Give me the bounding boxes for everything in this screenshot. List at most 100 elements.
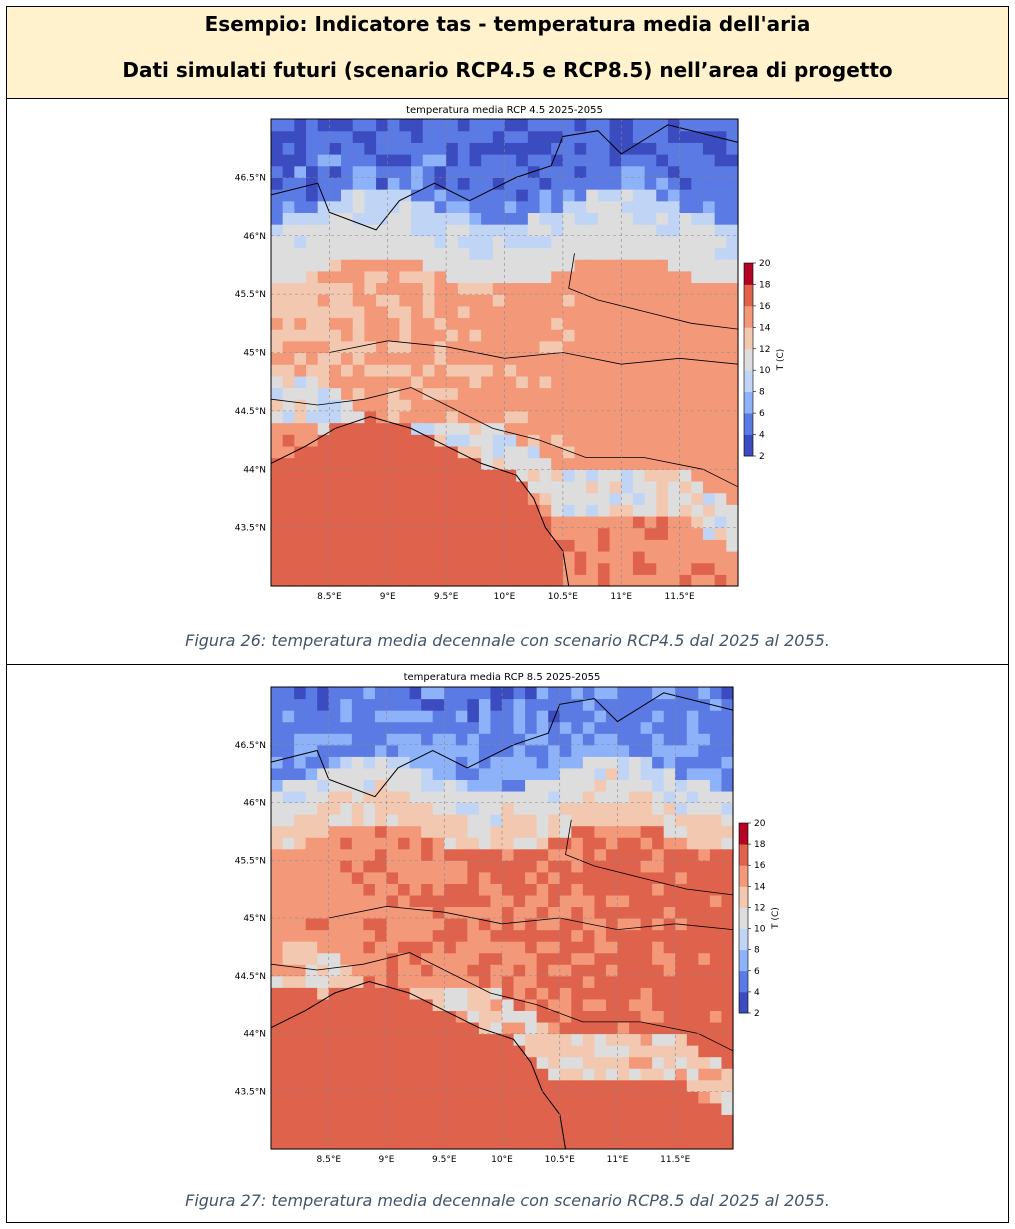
grid-cell <box>605 894 619 908</box>
grid-cell <box>469 399 482 412</box>
grid-cell <box>328 825 341 838</box>
grid-cell <box>364 364 377 377</box>
grid-cell <box>582 837 595 850</box>
grid-cell <box>409 941 422 954</box>
grid-cell <box>652 929 665 942</box>
grid-cell <box>317 457 330 470</box>
grid-cell <box>548 1137 561 1150</box>
grid-cell <box>351 952 364 965</box>
grid-cell <box>516 492 529 505</box>
grid-cell <box>306 399 319 412</box>
grid-cell <box>640 987 653 1000</box>
grid-cell <box>726 317 739 330</box>
grid-cell <box>282 539 295 552</box>
colorbar-swatch <box>744 284 753 307</box>
grid-cell <box>455 825 468 838</box>
grid-cell <box>432 687 445 700</box>
grid-cell <box>594 1125 607 1139</box>
grid-cell <box>271 550 284 564</box>
grid-cell <box>282 860 295 873</box>
grid-cell <box>271 375 284 389</box>
grid-cell <box>721 733 734 746</box>
grid-cell <box>422 235 436 249</box>
grid-cell <box>469 422 482 435</box>
grid-cell <box>609 259 622 272</box>
grid-cell <box>562 235 576 249</box>
grid-cell <box>432 1079 445 1092</box>
grid-cell <box>340 1045 353 1058</box>
grid-cell <box>513 814 526 827</box>
grid-cell <box>376 340 389 354</box>
grid-cell <box>582 964 595 977</box>
grid-cell <box>282 130 295 143</box>
grid-cell <box>317 964 330 977</box>
grid-cell <box>726 224 739 237</box>
grid-cell <box>282 364 295 377</box>
grid-cell <box>271 848 284 861</box>
grid-cell <box>536 987 549 1000</box>
grid-cell <box>294 802 307 815</box>
grid-cell <box>663 987 676 1000</box>
grid-cell <box>536 975 549 988</box>
grid-cell <box>629 987 642 1000</box>
grid-cell <box>551 492 564 505</box>
grid-cell <box>582 1091 595 1104</box>
grid-cell <box>387 550 401 564</box>
grid-cell <box>432 721 445 734</box>
grid-cell <box>594 1045 607 1058</box>
grid-cell <box>721 1068 734 1081</box>
grid-cell <box>516 387 529 400</box>
grid-cell <box>539 492 552 505</box>
grid-cell <box>467 1033 480 1046</box>
grid-cell <box>352 515 365 529</box>
grid-cell <box>709 941 723 954</box>
grid-cell <box>492 352 506 365</box>
grid-cell <box>328 871 341 884</box>
grid-cell <box>352 574 365 587</box>
grid-cell <box>271 1079 284 1092</box>
grid-cell <box>679 200 692 214</box>
grid-cell <box>481 434 494 447</box>
grid-cell <box>525 710 538 723</box>
grid-cell <box>340 767 353 780</box>
grid-cell <box>726 539 739 552</box>
grid-cell <box>351 1068 364 1081</box>
grid-cell <box>455 721 468 734</box>
grid-cell <box>621 224 634 237</box>
grid-cell <box>457 410 471 424</box>
grid-cell <box>340 698 353 711</box>
grid-cell <box>351 1056 364 1069</box>
grid-cell <box>502 698 515 711</box>
grid-cell <box>559 860 572 873</box>
grid-cell <box>571 1125 584 1139</box>
grid-cell <box>364 527 377 540</box>
grid-cell <box>421 814 434 827</box>
grid-cell <box>490 1114 503 1127</box>
grid-cell <box>421 1045 434 1058</box>
grid-cell <box>434 387 447 400</box>
grid-cell <box>525 964 538 977</box>
grid-cell <box>351 929 364 942</box>
grid-cell <box>679 574 692 587</box>
grid-cell <box>399 224 412 237</box>
grid-cell <box>562 399 576 412</box>
grid-cell <box>411 352 424 365</box>
grid-cell <box>698 1045 711 1058</box>
grid-cell <box>386 894 399 908</box>
grid-cell <box>294 515 307 529</box>
grid-cell <box>562 480 576 494</box>
grid-cell <box>340 1137 353 1150</box>
grid-cell <box>434 480 447 494</box>
grid-cell <box>702 469 716 482</box>
grid-cell <box>340 733 353 746</box>
grid-cell <box>363 721 376 734</box>
grid-cell <box>467 1079 480 1092</box>
grid-cell <box>644 200 657 214</box>
grid-cell <box>629 790 642 804</box>
grid-cell <box>478 756 492 769</box>
grid-cell <box>467 848 480 861</box>
grid-cell <box>702 165 716 178</box>
grid-cell <box>329 352 342 365</box>
grid-cell <box>364 119 377 132</box>
grid-cell <box>421 1114 434 1127</box>
